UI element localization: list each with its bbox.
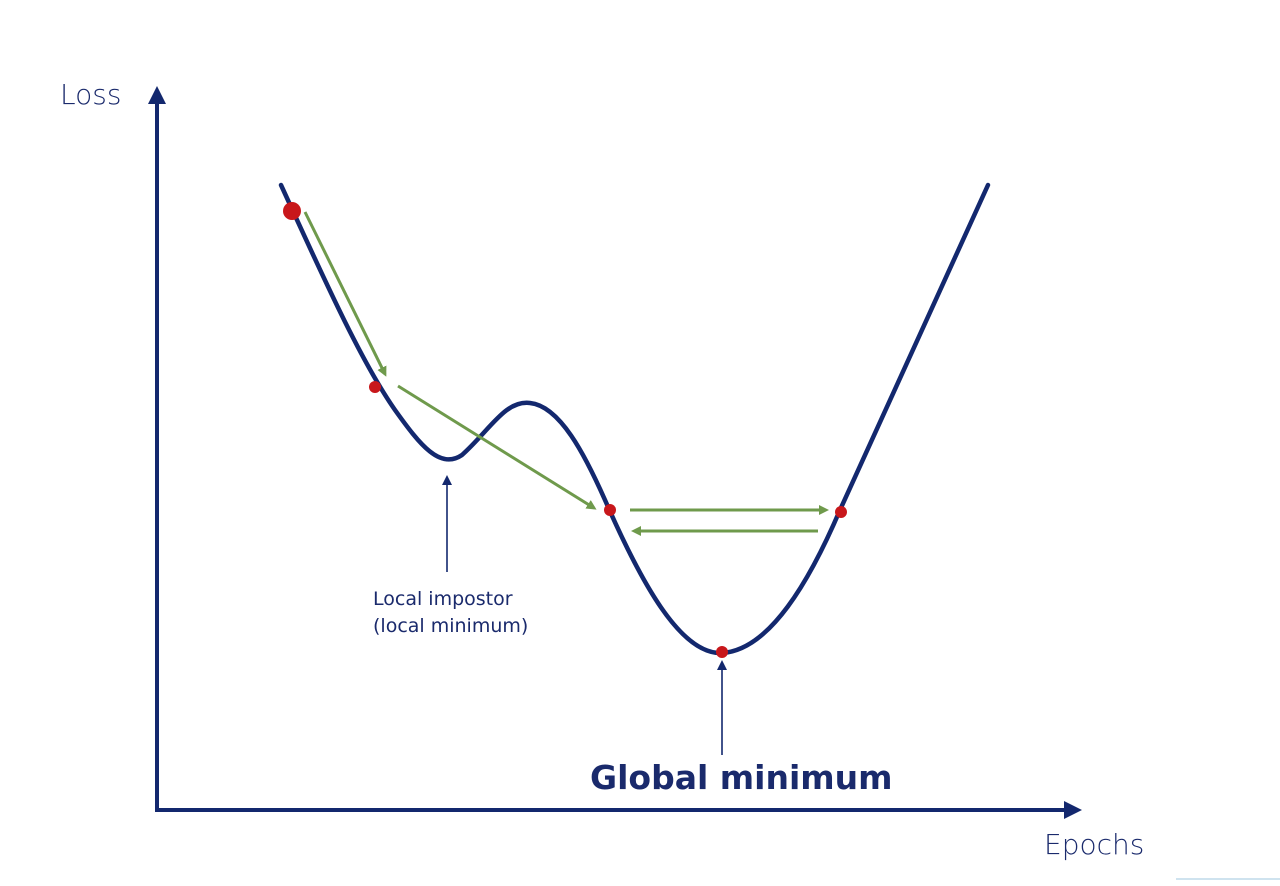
loss-curve bbox=[278, 182, 991, 656]
local-minimum-label-line2: (local minimum) bbox=[373, 615, 529, 637]
corner-accent-line bbox=[1176, 878, 1280, 880]
x-axis-label: Epochs bbox=[1044, 828, 1145, 861]
x-axis-arrowhead bbox=[1064, 801, 1082, 819]
y-axis-arrowhead bbox=[148, 86, 166, 104]
global-minimum-label: Global minimum bbox=[590, 758, 893, 797]
local-minimum-annotation: Local impostor (local minimum) bbox=[373, 586, 528, 640]
start-point bbox=[283, 202, 301, 220]
y-axis-label: Loss bbox=[60, 78, 122, 111]
local-minimum-label-line1: Local impostor bbox=[373, 588, 513, 610]
step-point-2 bbox=[604, 504, 616, 516]
step-arrow-1 bbox=[303, 211, 387, 377]
step-point-1 bbox=[369, 381, 381, 393]
step-arrow-2 bbox=[397, 384, 597, 510]
global-minimum-point bbox=[716, 646, 728, 658]
step-point-3 bbox=[835, 506, 847, 518]
